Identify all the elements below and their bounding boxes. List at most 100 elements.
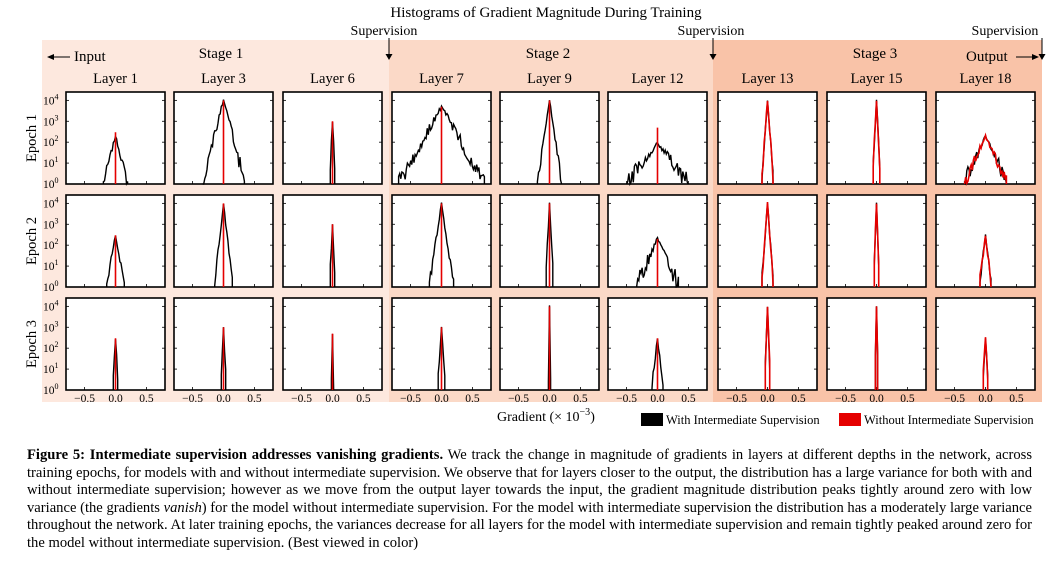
x-tick-label: 0.5 bbox=[1009, 393, 1024, 405]
x-tick-label: 0.0 bbox=[650, 393, 665, 405]
series-without-intermediate-supervision bbox=[764, 306, 771, 390]
x-tick-label: −0.5 bbox=[291, 393, 312, 405]
histogram-panels: 1001011021031041001011021031041001011021… bbox=[43, 91, 1036, 397]
histogram-panel bbox=[935, 194, 1036, 288]
y-tick-exponent: 4 bbox=[55, 195, 59, 204]
x-tick-label: 0.5 bbox=[247, 393, 262, 405]
supervision-marker-3: Supervision bbox=[972, 24, 1046, 60]
histogram-panel bbox=[826, 91, 927, 185]
layer-label: Layer 9 bbox=[527, 71, 572, 87]
x-tick-label: −0.5 bbox=[182, 393, 203, 405]
x-tick-label: 0.5 bbox=[681, 393, 696, 405]
y-tick-exponent: 3 bbox=[55, 216, 59, 225]
x-tick-label: −0.5 bbox=[726, 393, 747, 405]
x-tick-label: −0.5 bbox=[616, 393, 637, 405]
histogram-panel bbox=[499, 297, 600, 391]
y-tick-exponent: 2 bbox=[55, 340, 59, 349]
y-tick-exponent: 1 bbox=[55, 258, 59, 267]
supervision-marker-1: Supervision bbox=[351, 24, 418, 60]
histogram-panel bbox=[717, 91, 818, 185]
x-tick-label: 0.0 bbox=[108, 393, 123, 405]
x-tick-label: −0.5 bbox=[944, 393, 965, 405]
legend-label-with: With Intermediate Supervision bbox=[666, 413, 820, 427]
layer-label: Layer 3 bbox=[201, 71, 246, 87]
series-without-intermediate-supervision bbox=[874, 306, 879, 390]
histogram-panel bbox=[282, 297, 383, 391]
histogram-panel bbox=[173, 194, 274, 288]
panel-frame bbox=[826, 91, 927, 185]
histogram-panel bbox=[935, 297, 1036, 391]
x-tick-label: 0.0 bbox=[978, 393, 993, 405]
x-tick-label: −0.5 bbox=[835, 393, 856, 405]
histogram-panel bbox=[391, 194, 492, 288]
supervision-marker-2: Supervision bbox=[678, 24, 744, 60]
x-tick-label: −0.5 bbox=[400, 393, 421, 405]
x-tick-label: 0.5 bbox=[465, 393, 480, 405]
series-with-intermediate-supervision bbox=[437, 326, 446, 390]
series-with-intermediate-supervision bbox=[397, 104, 486, 184]
x-tick-label: 0.0 bbox=[325, 393, 340, 405]
histogram-panel bbox=[717, 297, 818, 391]
series-without-intermediate-supervision bbox=[761, 202, 774, 287]
x-tick-label: 0.0 bbox=[760, 393, 775, 405]
supervision-label-1: Supervision bbox=[351, 24, 418, 39]
epoch-label: Epoch 2 bbox=[24, 217, 40, 265]
y-tick-exponent: 1 bbox=[55, 155, 59, 164]
x-tick-label: 0.0 bbox=[869, 393, 884, 405]
y-tick-exponent: 0 bbox=[55, 279, 59, 288]
input-label: Input bbox=[74, 49, 106, 65]
x-tick-labels: −0.5 0.0 0.5 −0.5 0.0 0.5 −0.5 0.0 0.5 −0.5 0.0 0.5… bbox=[74, 393, 1024, 405]
histogram-panel bbox=[607, 297, 708, 391]
legend: With Intermediate Supervision Without In… bbox=[641, 413, 1034, 427]
y-tick-exponent: 1 bbox=[55, 361, 59, 370]
x-tick-label: 0.5 bbox=[573, 393, 588, 405]
x-axis-label: Gradient (× 10−3) bbox=[497, 407, 595, 425]
y-tick-exponent: 0 bbox=[55, 176, 59, 185]
output-arrow: Output bbox=[966, 49, 1039, 65]
series-without-intermediate-supervision bbox=[963, 132, 1008, 186]
figure-title: Histograms of Gradient Magnitude During … bbox=[390, 5, 702, 21]
layer-label: Layer 7 bbox=[419, 71, 464, 87]
series-with-intermediate-supervision bbox=[220, 327, 227, 390]
series-with-intermediate-supervision bbox=[428, 202, 455, 287]
caption-text-1: We track the change in magnitude of grad… bbox=[27, 447, 1033, 516]
y-tick-exponent: 3 bbox=[55, 113, 59, 122]
histogram-panel bbox=[935, 91, 1036, 186]
histogram-panel bbox=[173, 297, 274, 391]
y-tick-exponent: 3 bbox=[55, 319, 59, 328]
series-with-intermediate-supervision bbox=[547, 305, 552, 390]
x-tick-label: −0.5 bbox=[74, 393, 95, 405]
caption-label: Figure 5: Intermediate supervision addre… bbox=[27, 447, 444, 463]
layer-label: Layer 15 bbox=[851, 71, 903, 87]
layer-label: Layer 6 bbox=[310, 71, 355, 87]
y-tick-exponent: 4 bbox=[55, 92, 59, 101]
stage-label-3: Stage 3 bbox=[853, 46, 898, 62]
histogram-panel bbox=[499, 194, 600, 288]
layer-label: Layer 12 bbox=[632, 71, 684, 87]
x-tick-label: 0.5 bbox=[900, 393, 915, 405]
layer-label: Layer 18 bbox=[960, 71, 1012, 87]
epoch-label: Epoch 1 bbox=[24, 114, 40, 162]
layer-label: Layer 13 bbox=[742, 71, 794, 87]
caption-text-2: ) for the model without intermediate sup… bbox=[27, 499, 1033, 551]
histogram-panel bbox=[826, 194, 927, 288]
histogram-panel bbox=[499, 91, 600, 185]
epoch-label: Epoch 3 bbox=[24, 320, 40, 368]
legend-label-without: Without Intermediate Supervision bbox=[864, 413, 1034, 427]
x-tick-label: −0.5 bbox=[508, 393, 529, 405]
series-with-intermediate-supervision bbox=[545, 202, 554, 287]
y-tick-exponent: 2 bbox=[55, 237, 59, 246]
stage-label-2: Stage 2 bbox=[526, 46, 571, 62]
input-arrow: Input bbox=[47, 49, 106, 65]
x-tick-label: 0.5 bbox=[356, 393, 371, 405]
histogram-panel bbox=[607, 91, 708, 187]
histogram-panel bbox=[282, 194, 383, 288]
gradient-histogram-figure: Histograms of Gradient Magnitude During … bbox=[24, 5, 1046, 427]
y-tick-exponent: 4 bbox=[55, 298, 59, 307]
epoch-labels: Epoch 1 Epoch 2 Epoch 3 bbox=[24, 114, 40, 368]
figure-caption: Figure 5: Intermediate supervision addre… bbox=[27, 447, 1032, 553]
series-without-intermediate-supervision bbox=[761, 100, 774, 184]
supervision-label-3: Supervision bbox=[972, 24, 1039, 39]
